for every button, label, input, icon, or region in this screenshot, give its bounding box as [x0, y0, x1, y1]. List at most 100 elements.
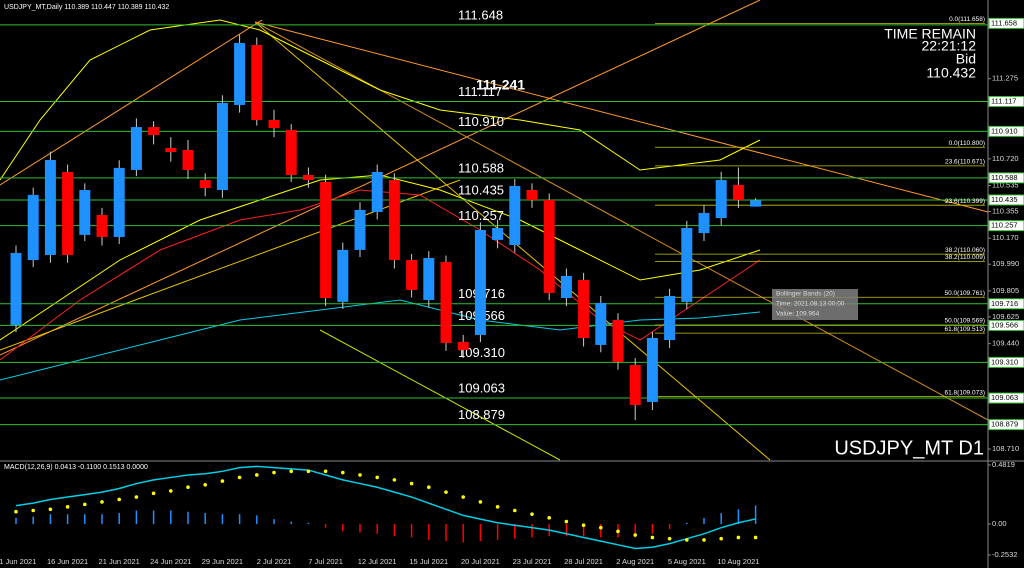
- fib-label: 0.0(110.800): [949, 140, 985, 147]
- signal-dot: [633, 533, 637, 537]
- signal-dot: [237, 475, 242, 480]
- signal-dot: [702, 538, 706, 542]
- candle-body: [560, 275, 572, 299]
- signal-dot: [14, 509, 18, 514]
- signal-dot: [186, 485, 190, 490]
- candle-body: [130, 127, 142, 170]
- fib-label: 23.6(110.399): [945, 198, 985, 205]
- ma-line: [0, 189, 761, 361]
- signal-dot: [547, 516, 551, 520]
- x-tick-label: 24 Jun 2021: [150, 557, 191, 566]
- candle-body: [629, 364, 641, 405]
- candle-body: [732, 184, 744, 200]
- y-tick-label: 110.355: [992, 207, 1019, 216]
- fib-label: 0.0(111.658): [949, 16, 985, 23]
- price-box: [988, 96, 1024, 108]
- x-tick-label: 16 Jun 2021: [47, 557, 88, 566]
- tooltip-box: [772, 289, 858, 320]
- signal-dot: [650, 535, 655, 540]
- candle-body: [681, 227, 693, 302]
- candle-body: [234, 43, 246, 105]
- ma-line: [0, 299, 761, 381]
- candle-body: [543, 199, 555, 293]
- signal-dot: [736, 535, 741, 540]
- signal-dot: [513, 508, 517, 513]
- macd-title: MACD(12,26,9) 0.0413 -0.1100 0.1513 0.00…: [4, 464, 148, 471]
- y-tick-label: 110.170: [992, 233, 1019, 242]
- fib-label: 50.0(109.569): [945, 318, 985, 325]
- candle-body: [492, 227, 504, 240]
- signal-dot: [358, 473, 362, 477]
- signal-dot: [667, 536, 672, 541]
- candle-body: [440, 261, 452, 343]
- candle-body: [79, 190, 91, 235]
- fib-label: 50.0(109.761): [945, 290, 985, 297]
- signal-dot: [616, 529, 620, 534]
- candle-body: [113, 167, 125, 237]
- x-tick-label: 21 Jun 2021: [99, 557, 140, 566]
- signal-dot: [392, 478, 397, 482]
- x-tick-label: 10 Aug 2021: [717, 557, 759, 566]
- candle-body: [509, 185, 521, 246]
- price-box-label: 111.658: [991, 18, 1017, 27]
- y-tick-label: -0.2532: [992, 550, 1017, 559]
- fib-label: 23.6(110.671): [945, 159, 985, 166]
- candle-body: [595, 302, 607, 345]
- signal-dot: [151, 491, 156, 496]
- signal-dot: [461, 495, 466, 499]
- signal-dot: [169, 489, 173, 493]
- y-tick-label: 110.535: [992, 181, 1019, 190]
- candle-body: [457, 341, 469, 350]
- level-label: 111.648: [458, 7, 503, 22]
- x-tick-label: 29 Jun 2021: [202, 557, 243, 566]
- x-tick-label: 5 Aug 2021: [668, 557, 706, 566]
- time-remain: 22:21:12: [922, 38, 977, 54]
- y-tick-label: 109.440: [992, 339, 1019, 348]
- candle-body: [337, 249, 349, 302]
- trend-line: [0, 19, 263, 186]
- candle-body: [320, 181, 332, 299]
- macd-line: [15, 465, 756, 550]
- x-tick-label: 2 Jul 2021: [257, 557, 292, 566]
- candle-body: [474, 230, 486, 335]
- price-box-label: 111.117: [991, 96, 1016, 105]
- price-box: [988, 125, 1024, 137]
- signal-dot: [220, 479, 225, 483]
- price-box: [988, 356, 1024, 368]
- candle-body: [44, 159, 56, 255]
- level-label: 109.310: [458, 345, 505, 360]
- price-box-label: 110.588: [991, 173, 1018, 182]
- price-box: [988, 298, 1024, 310]
- candle-body: [715, 180, 727, 219]
- signal-dot: [478, 500, 483, 504]
- x-tick-label: 11 Jun 2021: [0, 557, 36, 566]
- level-label: 110.588: [458, 160, 504, 175]
- fib-label: 61.8(109.513): [945, 326, 985, 333]
- fib-label: 61.8(109.073): [945, 389, 985, 396]
- candle-body: [96, 214, 108, 237]
- symbol-label: USDJPY_MT D1: [834, 437, 984, 459]
- y-tick-label: 111.275: [992, 74, 1018, 83]
- x-tick-label: 23 Jul 2021: [513, 557, 552, 566]
- candle-body: [646, 337, 658, 402]
- candle-body: [526, 190, 538, 200]
- trend-line: [319, 329, 561, 461]
- candle-body: [199, 180, 211, 188]
- price-box-label: 109.063: [991, 393, 1018, 402]
- price-box-label: 109.716: [991, 299, 1018, 308]
- signal-dot: [444, 490, 448, 494]
- annotation: 111.241: [476, 76, 525, 92]
- signal-dot: [753, 535, 758, 540]
- time-remain-label: TIME REMAIN: [884, 26, 976, 42]
- price-box-label: 110.257: [991, 221, 1018, 230]
- price-box-label: 109.566: [991, 320, 1018, 329]
- signal-dot: [134, 495, 139, 499]
- signal-dot: [117, 497, 121, 502]
- candle-body: [423, 258, 435, 301]
- x-tick-label: 28 Jul 2021: [564, 557, 603, 566]
- level-label: 111.117: [458, 84, 502, 99]
- y-tick-label: 109.625: [992, 312, 1019, 321]
- signal-dot: [530, 512, 534, 516]
- tooltip-text: Time: 2021.08.13 00:00: [776, 301, 845, 308]
